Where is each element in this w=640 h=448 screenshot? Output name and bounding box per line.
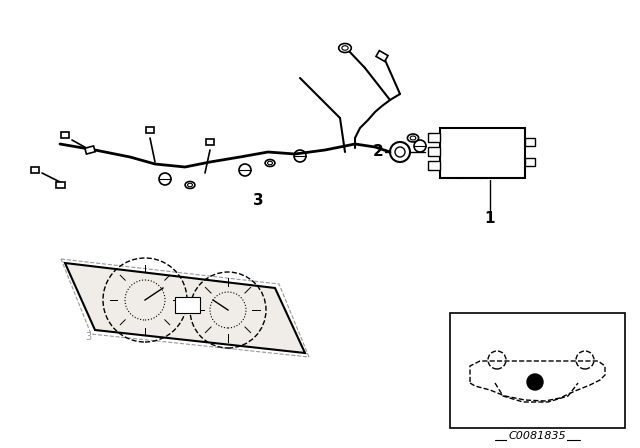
Ellipse shape bbox=[339, 43, 351, 52]
Polygon shape bbox=[470, 361, 605, 401]
FancyBboxPatch shape bbox=[440, 128, 525, 178]
Text: C0081835: C0081835 bbox=[508, 431, 566, 441]
Polygon shape bbox=[56, 182, 65, 188]
Polygon shape bbox=[31, 168, 39, 172]
Ellipse shape bbox=[268, 161, 273, 165]
FancyBboxPatch shape bbox=[428, 133, 440, 142]
Polygon shape bbox=[65, 263, 305, 353]
FancyBboxPatch shape bbox=[525, 138, 535, 146]
Text: 3: 3 bbox=[253, 193, 263, 207]
Ellipse shape bbox=[185, 181, 195, 189]
Ellipse shape bbox=[342, 46, 348, 50]
Ellipse shape bbox=[410, 136, 416, 140]
FancyBboxPatch shape bbox=[175, 297, 200, 313]
Ellipse shape bbox=[408, 134, 419, 142]
Ellipse shape bbox=[265, 159, 275, 167]
Polygon shape bbox=[376, 51, 388, 61]
Polygon shape bbox=[61, 132, 69, 138]
Circle shape bbox=[527, 374, 543, 390]
Ellipse shape bbox=[188, 183, 193, 187]
Text: 2: 2 bbox=[372, 143, 383, 159]
FancyBboxPatch shape bbox=[428, 161, 440, 170]
Polygon shape bbox=[206, 139, 214, 145]
Text: 3: 3 bbox=[85, 332, 91, 342]
FancyBboxPatch shape bbox=[525, 158, 535, 166]
Polygon shape bbox=[85, 146, 95, 154]
FancyBboxPatch shape bbox=[428, 147, 440, 156]
FancyBboxPatch shape bbox=[450, 313, 625, 428]
Text: 1: 1 bbox=[484, 211, 495, 225]
Polygon shape bbox=[146, 127, 154, 133]
